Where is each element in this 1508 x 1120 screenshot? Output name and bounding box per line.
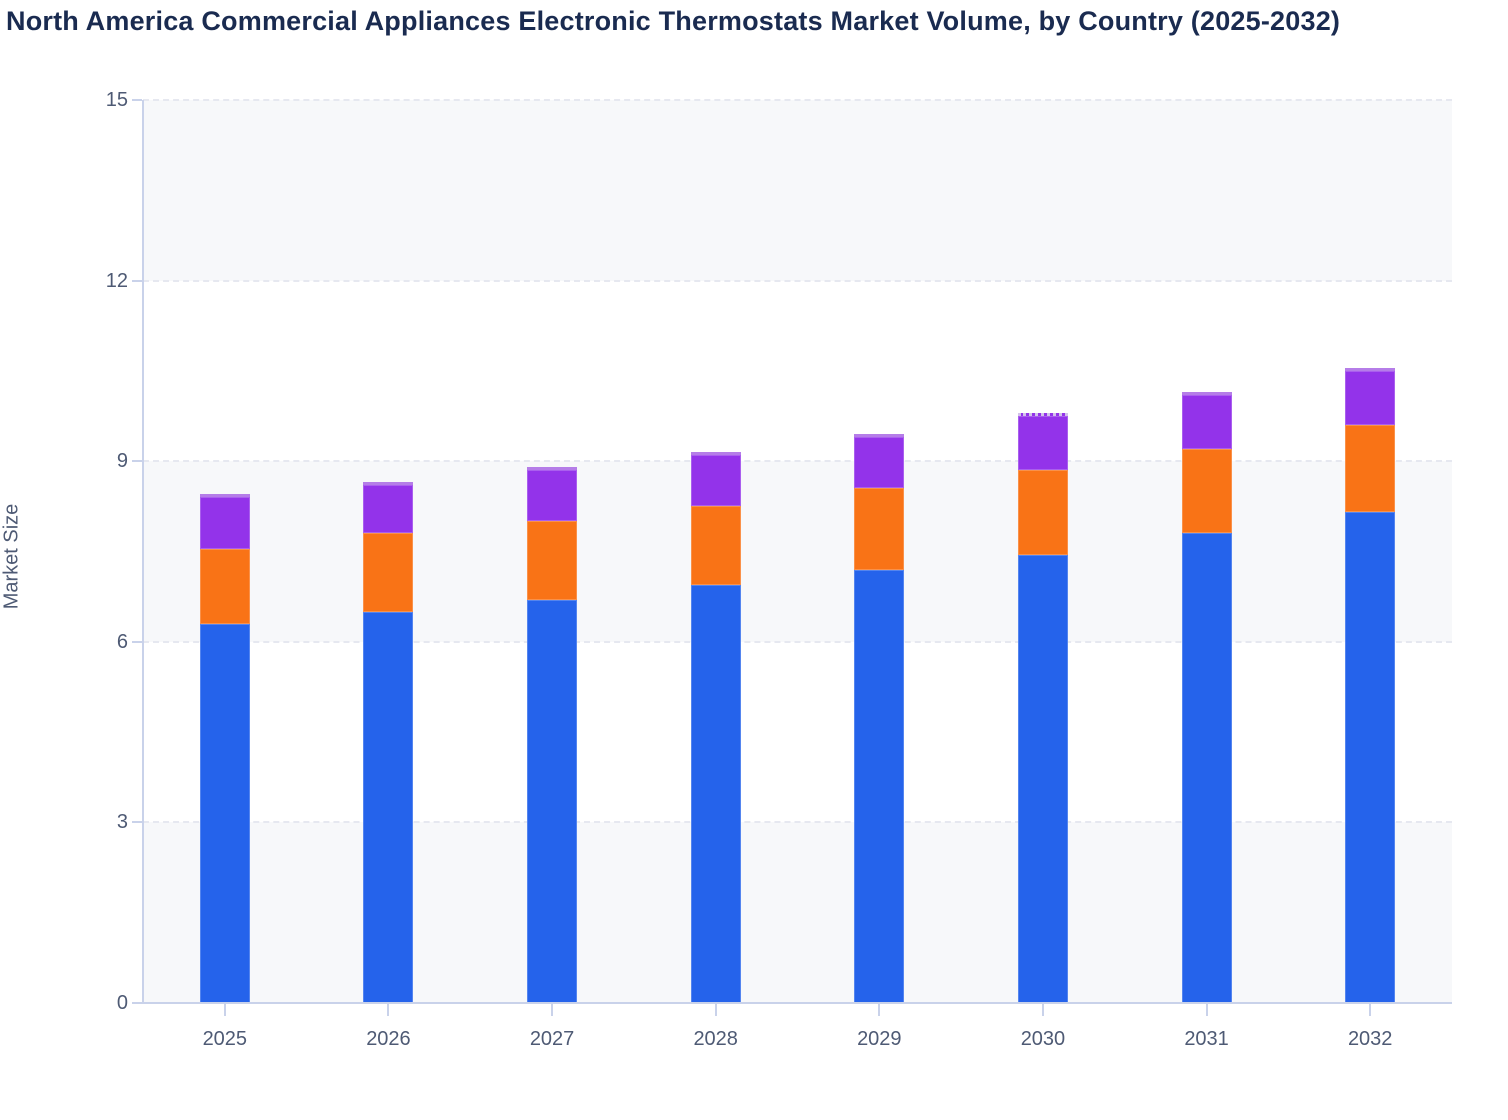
y-tick-label-15: 15	[105, 89, 128, 111]
bar-2025-segment-orange[interactable]	[199, 548, 250, 624]
x-axis-tick-2027	[551, 1004, 554, 1016]
bar-2031-segment-purple[interactable]	[1181, 392, 1232, 450]
bar-2028-segment-blue[interactable]	[690, 584, 741, 1003]
bar-2027-segment-purple[interactable]	[527, 467, 578, 522]
bar-2028[interactable]	[690, 452, 741, 1003]
bar-2030[interactable]	[1017, 413, 1068, 1003]
x-tick-label-2028: 2028	[693, 1028, 738, 1050]
bar-2030-segment-blue[interactable]	[1017, 554, 1068, 1003]
bar-2026-segment-blue[interactable]	[363, 611, 414, 1003]
bar-2027-segment-blue[interactable]	[527, 599, 578, 1003]
x-tick-label-2029: 2029	[857, 1028, 902, 1050]
bar-2031-segment-blue[interactable]	[1181, 533, 1232, 1003]
x-axis-tick-2029	[878, 1004, 881, 1016]
bar-2026-segment-orange[interactable]	[363, 533, 414, 612]
x-axis-tick-2032	[1369, 1004, 1372, 1016]
bar-2025-segment-blue[interactable]	[199, 623, 250, 1003]
plot-area	[143, 99, 1452, 1003]
bar-2027[interactable]	[527, 467, 578, 1003]
x-tick-label-2027: 2027	[529, 1028, 575, 1050]
x-tick-label-2026: 2026	[366, 1028, 411, 1050]
x-tick-label-2031: 2031	[1184, 1028, 1229, 1050]
bar-2028-segment-orange[interactable]	[690, 506, 741, 585]
plot-band	[143, 822, 1452, 1003]
y-axis-tick	[132, 279, 142, 282]
y-tick-label-3: 3	[116, 811, 128, 834]
x-tick-label-2025: 2025	[202, 1028, 248, 1050]
plot-band	[143, 100, 1452, 281]
y-axis-tick	[132, 460, 142, 463]
x-axis-tick-2026	[387, 1004, 390, 1016]
bar-2029-segment-orange[interactable]	[854, 488, 905, 570]
y-axis-tick	[132, 1002, 142, 1004]
y-tick-label-6: 6	[116, 630, 128, 653]
y-axis-title: Market Size	[0, 503, 23, 610]
bar-2029[interactable]	[854, 434, 905, 1003]
bar-2025[interactable]	[199, 494, 250, 1003]
plot-band	[143, 461, 1452, 642]
chart-title: North America Commercial Appliances Elec…	[6, 6, 1341, 36]
bar-2032-segment-blue[interactable]	[1345, 512, 1396, 1003]
gridline-y-9	[143, 460, 1452, 463]
y-tick-label-9: 9	[116, 450, 128, 473]
y-axis-tick	[132, 640, 142, 643]
gridline-y-15	[143, 99, 1452, 101]
x-axis-tick-2030	[1041, 1004, 1044, 1016]
x-axis-tick-2028	[714, 1004, 717, 1016]
gridline-y-3	[143, 821, 1452, 824]
x-axis-tick-2031	[1205, 1004, 1208, 1016]
bar-2026[interactable]	[363, 482, 414, 1003]
y-tick-label-12: 12	[105, 269, 128, 292]
y-axis-line	[142, 100, 144, 1003]
bar-2029-segment-blue[interactable]	[854, 569, 905, 1003]
x-axis-tick-2025	[223, 1004, 226, 1016]
bar-2031-segment-orange[interactable]	[1181, 449, 1232, 534]
gridline-y-12	[143, 279, 1452, 282]
bar-2027-segment-orange[interactable]	[527, 521, 578, 600]
bar-2026-segment-purple[interactable]	[363, 482, 414, 534]
x-tick-label-2030: 2030	[1020, 1028, 1066, 1050]
bar-2032[interactable]	[1345, 367, 1396, 1003]
bar-2032-segment-orange[interactable]	[1345, 425, 1396, 513]
y-axis-tick	[132, 821, 142, 824]
x-tick-label-2032: 2032	[1347, 1028, 1393, 1050]
bar-2032-segment-purple[interactable]	[1345, 367, 1396, 426]
x-axis-line	[142, 1002, 1452, 1004]
bar-2025-segment-purple[interactable]	[199, 494, 250, 549]
bar-2031[interactable]	[1181, 392, 1232, 1003]
gridline-y-6	[143, 640, 1452, 643]
bar-2030-segment-orange[interactable]	[1017, 470, 1068, 555]
y-axis-tick	[132, 99, 142, 101]
bar-2029-segment-purple[interactable]	[854, 434, 905, 489]
bar-2028-segment-purple[interactable]	[690, 452, 741, 507]
y-tick-label-0: 0	[116, 992, 128, 1014]
bar-2030-segment-purple[interactable]	[1017, 413, 1068, 471]
